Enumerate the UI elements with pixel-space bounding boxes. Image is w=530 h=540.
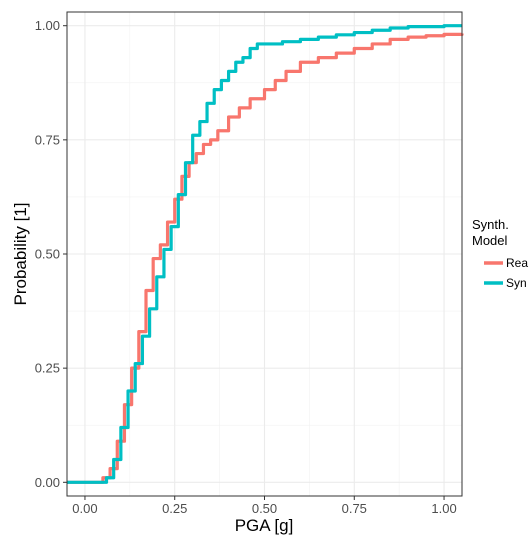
x-axis: 0.00 0.25 0.50 0.75 1.00 — [72, 496, 457, 516]
legend-title-line-1: Synth. — [472, 217, 509, 232]
legend-title-line-2: Model — [472, 233, 508, 248]
series-layer — [67, 24, 464, 484]
x-tick-label: 1.00 — [431, 501, 456, 516]
y-axis: 0.00 0.25 0.50 0.75 1.00 — [35, 18, 67, 490]
y-tick-label: 0.25 — [35, 361, 60, 376]
grid-major — [67, 12, 462, 496]
x-tick-label: 0.00 — [72, 501, 97, 516]
x-tick-label: 0.25 — [162, 501, 187, 516]
y-tick-label: 0.75 — [35, 132, 60, 147]
legend-label-rea: Rea — [506, 256, 528, 270]
y-tick-label: 0.50 — [35, 247, 60, 262]
legend-label-syn: Syn — [506, 276, 527, 290]
series-line-syn — [67, 24, 462, 484]
series-line-rea — [67, 32, 464, 484]
x-tick-label: 0.50 — [252, 501, 277, 516]
x-axis-title: PGA [g] — [235, 516, 294, 535]
y-tick-label: 1.00 — [35, 18, 60, 33]
legend: Synth. Model Rea Syn — [472, 217, 528, 290]
y-axis-title: Probability [1] — [11, 203, 30, 306]
y-tick-label: 0.00 — [35, 475, 60, 490]
x-tick-label: 0.75 — [342, 501, 367, 516]
